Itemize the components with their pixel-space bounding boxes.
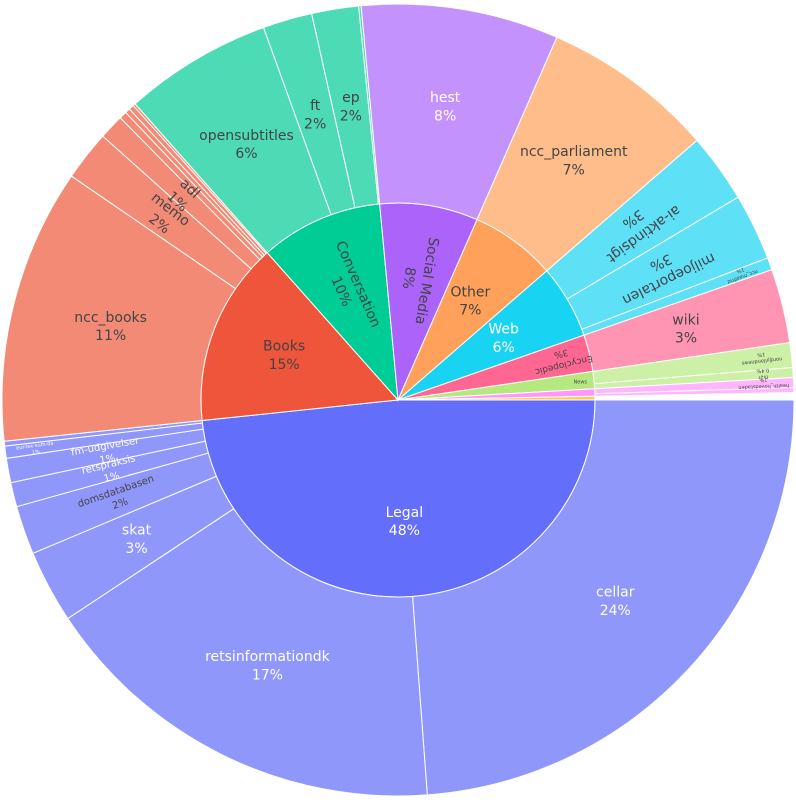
outer-label-ncc-books: ncc_books 11%: [74, 310, 147, 344]
inner-label-books: Books 15%: [263, 339, 305, 373]
outer-ring: [1, 3, 795, 797]
outer-label-hest: hest 8%: [430, 90, 461, 124]
inner-label-news: News: [574, 379, 588, 385]
inner-label-web: Web 6%: [488, 322, 519, 356]
inner-ring: [200, 202, 596, 598]
outer-label-retsinformationdk: retsinformationdk 17%: [205, 649, 331, 683]
outer-label-ep: ep 2%: [340, 90, 362, 124]
outer-segment-retsinformationdk[interactable]: [67, 508, 428, 797]
outer-label-opensubtitles: opensubtitles 6%: [199, 128, 294, 162]
outer-label-ft: ft 2%: [304, 98, 326, 132]
inner-label-other: Other 7%: [451, 285, 491, 319]
outer-label-ncc-parliament: ncc_parliament 7%: [520, 144, 628, 178]
outer-label-nordjyllandnews: nordjyllandnews1%: [740, 349, 782, 366]
outer-segment-minor-28[interactable]: [594, 386, 795, 397]
outer-segment-ncc-books[interactable]: [1, 175, 237, 442]
outer-label-wiki: wiki 3%: [672, 312, 699, 346]
outer-label-eur-lex-sum-da: eur-lex-sum-da1%: [16, 440, 55, 457]
outer-label-cellar: cellar 24%: [596, 585, 635, 619]
outer-label-health-hovedstaden: health_hovedstaden1%: [738, 376, 789, 391]
outer-label-skat: skat 3%: [122, 523, 152, 557]
inner-label-legal: Legal 48%: [386, 505, 424, 539]
outer-segment-cellar[interactable]: [412, 399, 795, 796]
outer-label-tv2r: tv2r0.4%: [756, 367, 770, 380]
